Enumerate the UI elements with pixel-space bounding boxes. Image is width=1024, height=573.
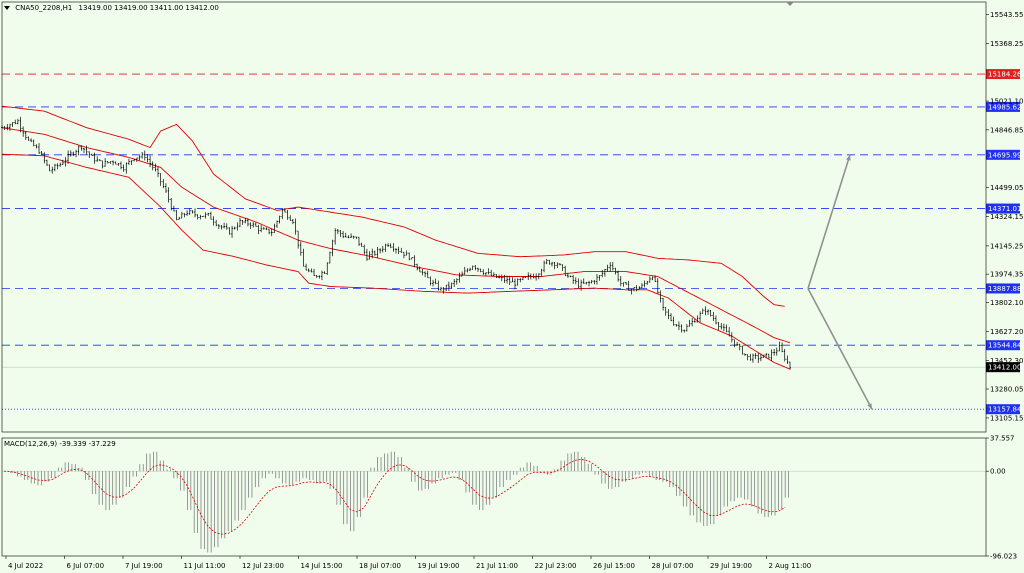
x-tick-label: 12 Jul 23:00 bbox=[242, 562, 284, 570]
ohlc-label: 13419.00 13419.00 13411.00 13412.00 bbox=[78, 4, 219, 12]
y-tick-label: 13280.05 bbox=[990, 385, 1023, 393]
macd-panel bbox=[2, 451, 986, 553]
scroll-marker-icon bbox=[786, 2, 794, 6]
x-tick-label: 22 Jul 23:00 bbox=[535, 562, 577, 570]
level-tag bbox=[986, 101, 1020, 112]
macd-label: MACD(12,26,9) -39.339 -37.229 bbox=[4, 440, 116, 448]
x-tick-label: 26 Jul 15:00 bbox=[593, 562, 635, 570]
forecast-arrow-head bbox=[846, 154, 851, 161]
y-tick-label: 13974.35 bbox=[990, 271, 1023, 279]
x-tick-label: 28 Jul 07:00 bbox=[652, 562, 694, 570]
y-tick-label: 15543.55 bbox=[990, 11, 1023, 19]
current-price-label: 13412.00 bbox=[988, 364, 1021, 372]
bb-lower-line bbox=[1, 153, 791, 370]
level-label: 13157.84 bbox=[988, 406, 1022, 414]
level-tag bbox=[986, 149, 1020, 160]
x-tick-label: 14 Jul 15:00 bbox=[301, 562, 343, 570]
level-tag bbox=[986, 340, 1020, 351]
y-tick-label: 13105.15 bbox=[990, 414, 1023, 422]
y-tick-label: 15368.25 bbox=[990, 40, 1023, 48]
horizontal-levels[interactable]: 15184.26 14985.62 14695.99 14371.01 13887.88… bbox=[2, 69, 1022, 415]
x-tick-label: 29 Jul 19:00 bbox=[710, 562, 752, 570]
bb-upper-line bbox=[1, 105, 785, 307]
x-tick-label: 21 Jul 11:00 bbox=[476, 562, 518, 570]
macd-panel-border bbox=[1, 437, 987, 557]
x-tick-label: 19 Jul 19:00 bbox=[418, 562, 460, 570]
level-tag bbox=[986, 203, 1020, 214]
bb-middle-line bbox=[1, 127, 791, 344]
x-tick-label: 6 Jul 07:00 bbox=[67, 562, 105, 570]
level-label: 14985.62 bbox=[988, 103, 1021, 111]
x-tick-label: 4 Jul 2022 bbox=[8, 562, 43, 570]
y-tick-label: 15021.10 bbox=[990, 98, 1023, 106]
y-tick-label: 13802.10 bbox=[990, 299, 1023, 307]
level-tag bbox=[986, 69, 1020, 80]
macd-header: MACD(12,26,9) -39.339 -37.229 bbox=[4, 440, 116, 448]
x-tick-label: 11 Jul 11:00 bbox=[184, 562, 226, 570]
forecast-arrow-line bbox=[807, 154, 851, 289]
x-tick-label: 7 Jul 19:00 bbox=[125, 562, 163, 570]
level-tag bbox=[986, 404, 1020, 415]
level-label: 14695.99 bbox=[988, 151, 1021, 159]
macd-signal-line bbox=[3, 458, 786, 535]
price-panel-border bbox=[1, 1, 987, 433]
forecast-arrows[interactable] bbox=[807, 154, 873, 410]
macd-tick-label: 37.557 bbox=[990, 435, 1015, 443]
level-label: 13544.84 bbox=[988, 342, 1022, 350]
y-tick-label: 13627.20 bbox=[990, 328, 1023, 336]
price-candles bbox=[1, 116, 791, 370]
level-label: 15184.26 bbox=[988, 71, 1022, 79]
x-tick-label: 18 Jul 07:00 bbox=[359, 562, 401, 570]
level-label: 14371.01 bbox=[988, 205, 1021, 213]
y-tick-label: 13452.30 bbox=[990, 357, 1023, 365]
symbol-label: CNA50_2208,H1 bbox=[15, 4, 73, 12]
macd-tick-label: 0.00 bbox=[990, 468, 1006, 476]
y-tick-label: 14499.05 bbox=[990, 184, 1023, 192]
bollinger-bands bbox=[1, 105, 791, 370]
x-tick-label: 2 Aug 11:00 bbox=[769, 562, 812, 570]
macd-tick-label: -96.023 bbox=[990, 553, 1017, 561]
y-tick-label: 14846.85 bbox=[990, 126, 1023, 134]
forecast-arrow-line bbox=[807, 288, 873, 410]
y-tick-label: 14324.15 bbox=[990, 213, 1023, 221]
level-label: 13887.88 bbox=[988, 285, 1021, 293]
collapse-triangle-icon[interactable] bbox=[4, 6, 10, 10]
level-tag bbox=[986, 283, 1020, 294]
forecast-arrow-head bbox=[867, 403, 872, 410]
y-tick-label: 14145.25 bbox=[990, 242, 1023, 250]
chart-header: CNA50_2208,H1 13419.00 13419.00 13411.00… bbox=[4, 4, 219, 12]
current-price-tag bbox=[986, 362, 1020, 373]
